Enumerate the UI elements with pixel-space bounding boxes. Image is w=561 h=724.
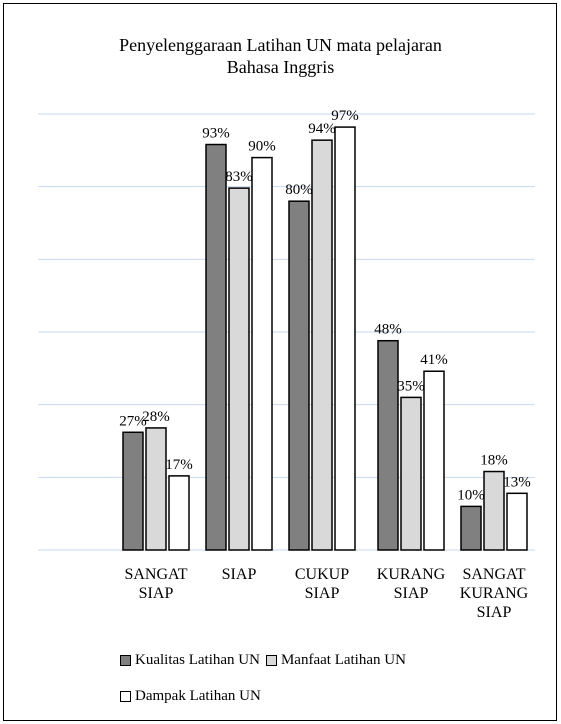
category-label-2-line-0: CUKUP	[294, 566, 350, 583]
category-label-2-line-1: SIAP	[304, 585, 340, 602]
data-label-2-3: 41%	[420, 352, 448, 368]
data-label-1-4: 18%	[480, 453, 508, 469]
data-label-1-2: 94%	[308, 121, 336, 137]
category-label-3-line-0: KURANG	[376, 566, 446, 583]
bar-2-0	[168, 475, 190, 551]
bar-0-2	[288, 200, 310, 551]
data-label-2-4: 13%	[503, 474, 531, 490]
data-label-1-0: 28%	[142, 409, 170, 425]
legend-label-manfaat: Manfaat Latihan UN	[280, 652, 406, 668]
bar-2-3	[423, 370, 445, 551]
bar-1-2	[311, 139, 333, 551]
data-label-0-0: 27%	[119, 413, 147, 429]
category-label-1: SIAP	[197, 565, 281, 584]
bar-1-3	[400, 396, 422, 551]
category-label-0: SANGAT SIAP	[114, 565, 198, 603]
category-label-4-line-2: SIAP	[476, 604, 512, 621]
bar-2-1	[251, 156, 273, 551]
data-label-2-1: 90%	[248, 139, 276, 155]
legend-row-2: Dampak Latihan UN	[120, 687, 267, 705]
category-label-2: CUKUP SIAP	[280, 565, 364, 603]
data-label-0-3: 48%	[374, 322, 402, 338]
category-label-4-line-0: SANGAT	[462, 566, 526, 583]
category-label-3: KURANG SIAP	[369, 565, 453, 603]
category-label-1-line-0: SIAP	[221, 566, 257, 583]
legend-item-dampak: Dampak Latihan UN	[120, 687, 261, 705]
category-label-4: SANGAT KURANG SIAP	[452, 565, 536, 622]
bar-1-1	[228, 187, 250, 551]
legend-label-kualitas: Kualitas Latihan UN	[135, 652, 260, 668]
bar-0-1	[205, 143, 227, 551]
legend-swatch-manfaat	[265, 654, 277, 666]
data-label-1-3: 35%	[397, 378, 425, 394]
chart-title-line-1: Penyelenggaraan Latihan UN mata pelajara…	[119, 35, 442, 55]
data-label-0-2: 80%	[285, 182, 313, 198]
bar-0-0	[122, 431, 144, 551]
legend-label-dampak: Dampak Latihan UN	[135, 688, 261, 704]
data-label-2-2: 97%	[331, 108, 359, 124]
category-label-0-line-0: SANGAT	[124, 566, 188, 583]
category-label-3-line-1: SIAP	[393, 585, 429, 602]
bar-1-0	[145, 427, 167, 551]
category-label-4-line-1: KURANG	[459, 585, 529, 602]
legend-item-kualitas: Kualitas Latihan UN	[120, 651, 260, 669]
legend-swatch-dampak	[120, 690, 131, 702]
chart-title: Penyelenggaraan Latihan UN mata pelajara…	[0, 34, 561, 78]
bar-1-4	[483, 470, 505, 551]
legend-item-manfaat: Manfaat Latihan UN	[265, 651, 406, 669]
legend-swatch-kualitas	[120, 654, 131, 666]
bar-0-4	[460, 505, 482, 551]
data-label-1-1: 83%	[225, 169, 253, 185]
data-label-2-0: 17%	[165, 457, 193, 473]
chart-frame	[3, 3, 557, 721]
bar-2-2	[334, 126, 356, 551]
category-label-0-line-1: SIAP	[138, 585, 174, 602]
legend-row-1: Kualitas Latihan UN Manfaat Latihan UN	[120, 651, 412, 669]
bar-2-4	[506, 492, 528, 551]
data-label-0-1: 93%	[202, 126, 230, 142]
chart-title-line-2: Bahasa Inggris	[226, 57, 335, 77]
data-label-0-4: 10%	[457, 487, 485, 503]
bar-0-3	[377, 339, 399, 551]
